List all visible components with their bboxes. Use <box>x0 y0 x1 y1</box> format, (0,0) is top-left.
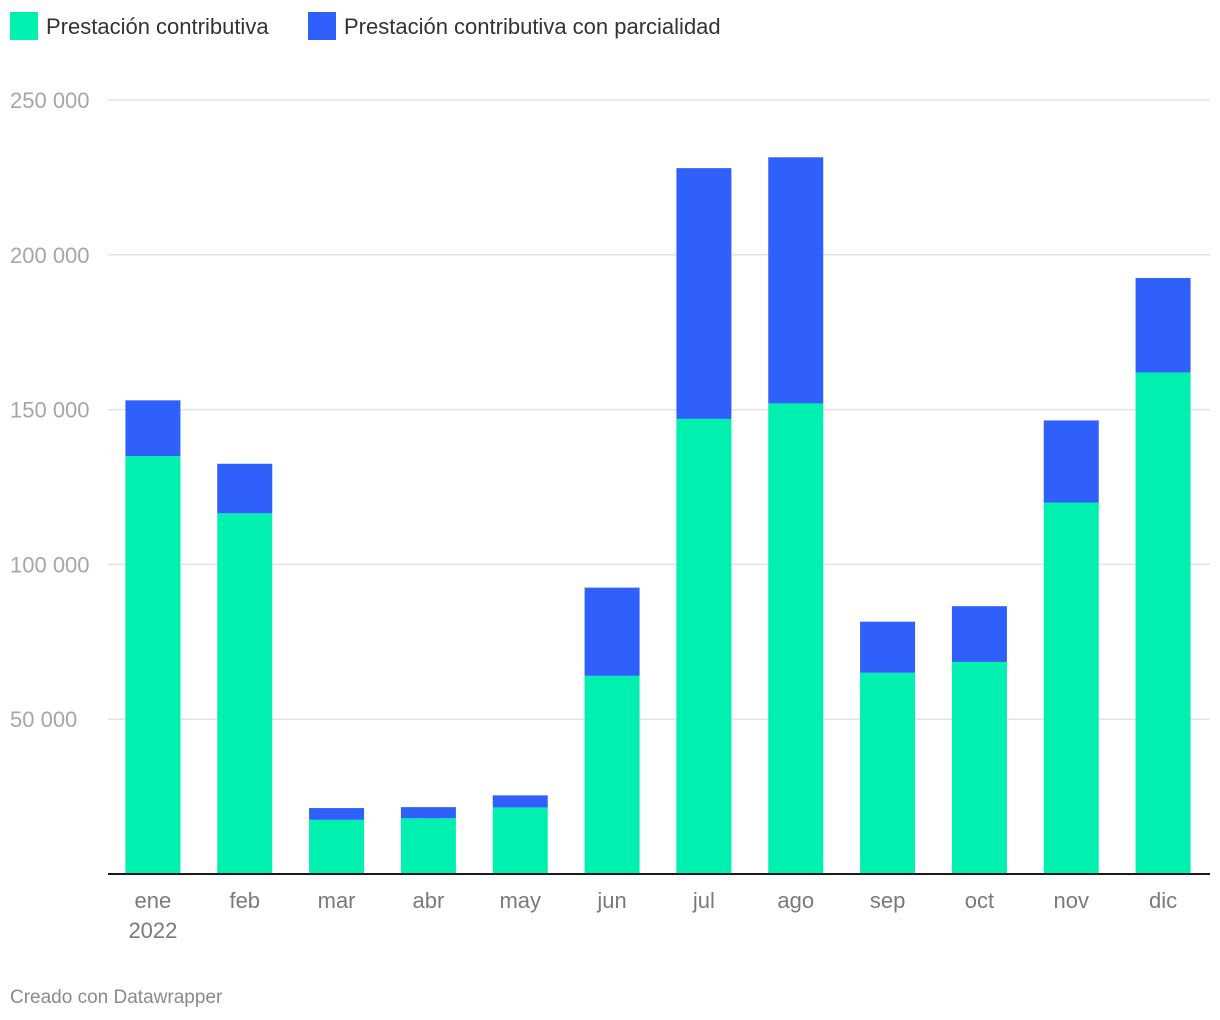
y-tick-label: 250 000 <box>10 88 90 113</box>
bar-ago-series-1 <box>768 403 824 874</box>
bar-jun-series-2 <box>584 587 640 676</box>
x-tick-label: oct <box>965 888 994 913</box>
x-tick-label: ago <box>777 888 814 913</box>
bar-jul-series-2 <box>676 168 732 419</box>
x-tick-label: nov <box>1054 888 1089 913</box>
bar-feb-series-1 <box>217 513 273 874</box>
bar-may-series-1 <box>492 807 548 874</box>
legend-label-1: Prestación contributiva <box>46 14 269 39</box>
bar-abr-series-2 <box>400 807 456 819</box>
legend-swatch-2 <box>308 12 336 40</box>
bar-jun-series-1 <box>584 675 640 874</box>
y-tick-label: 200 000 <box>10 243 90 268</box>
bar-oct-series-1 <box>951 661 1007 874</box>
bars <box>125 157 1191 874</box>
x-tick-label: mar <box>318 888 356 913</box>
y-tick-label: 50 000 <box>10 707 77 732</box>
bar-feb-series-2 <box>217 463 273 514</box>
bar-ago-series-2 <box>768 157 824 404</box>
x-tick-label: feb <box>229 888 260 913</box>
x-tick-sublabel: 2022 <box>128 918 177 943</box>
x-tick-label: dic <box>1149 888 1177 913</box>
bar-nov-series-1 <box>1043 502 1099 874</box>
legend: Prestación contributiva Prestación contri… <box>10 12 721 40</box>
y-tick-label: 100 000 <box>10 552 90 577</box>
x-tick-label: jul <box>692 888 715 913</box>
x-tick-label: ene <box>135 888 172 913</box>
bar-ene-series-2 <box>125 400 181 457</box>
bar-nov-series-2 <box>1043 420 1099 503</box>
legend-swatch-1 <box>10 12 38 40</box>
bar-sep-series-2 <box>860 621 916 673</box>
bar-may-series-2 <box>492 795 548 808</box>
x-tick-label: jun <box>596 888 626 913</box>
x-tick-label: may <box>499 888 541 913</box>
bar-jul-series-1 <box>676 418 732 874</box>
footer-credit: Creado con Datawrapper <box>10 987 223 1008</box>
bar-dic-series-1 <box>1135 372 1191 874</box>
legend-label-2: Prestación contributiva con parcialidad <box>344 14 721 39</box>
axis: ene 2022 feb mar abr may jun jul ago sep oct nov dic <box>108 873 1210 943</box>
x-tick-label: sep <box>870 888 905 913</box>
y-tick-label: 150 000 <box>10 398 90 423</box>
bar-mar-series-2 <box>309 808 365 820</box>
bar-mar-series-1 <box>309 819 365 874</box>
x-tick-label: abr <box>413 888 445 913</box>
bar-dic-series-2 <box>1135 278 1191 373</box>
bar-ene-series-1 <box>125 456 181 874</box>
grid: 50 000 100 000 150 000 200 000 250 000 <box>10 88 1210 732</box>
bar-sep-series-1 <box>860 672 916 874</box>
bar-abr-series-1 <box>400 818 456 874</box>
bar-oct-series-2 <box>951 606 1007 662</box>
